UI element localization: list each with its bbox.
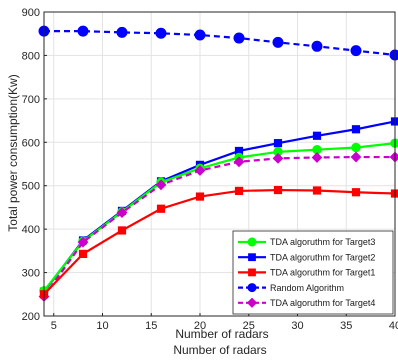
data-point [390, 138, 398, 148]
data-point [194, 29, 206, 41]
data-point [273, 185, 283, 195]
tick-labels: 5 10 15 20 25 30 35 40 200 300 400 500 600 700 800 900 [22, 7, 398, 332]
data-point [78, 249, 88, 258]
data-point [116, 207, 128, 219]
legend-label: TDA algoruthm for Target2 [270, 252, 375, 262]
data-point [273, 139, 283, 148]
data-point [311, 40, 323, 52]
data-point [311, 152, 323, 163]
legend-marker [248, 253, 256, 262]
data-point [312, 186, 322, 195]
plot-frame [43, 11, 396, 317]
legend-marker [246, 297, 258, 308]
y-tick-label: 400 [22, 224, 40, 236]
data-point [195, 192, 205, 201]
series-line [44, 30, 396, 57]
legend-marker [247, 237, 257, 247]
series-line [43, 188, 396, 296]
data-point [272, 36, 284, 48]
data-point [312, 131, 322, 140]
data-point [194, 165, 206, 176]
legend-item: TDA algoruthm for Target4 [238, 297, 375, 308]
y-tick-label: 500 [22, 181, 40, 193]
data-point [350, 45, 362, 57]
legend-label: Random Algorithm [270, 283, 344, 293]
data-point [389, 49, 398, 61]
data-point [351, 125, 361, 134]
x-tick-label: 5 [51, 320, 57, 332]
data-point [156, 204, 166, 213]
y-tick-label: 200 [22, 311, 40, 323]
data-point [116, 26, 128, 38]
data-point [272, 152, 284, 164]
legend-item: TDA algoruthm for Target2 [238, 252, 375, 262]
data-point [77, 25, 89, 37]
legend-item: TDA algoruthm for Target1 [238, 268, 375, 278]
data-point [351, 142, 361, 153]
y-tick-label: 900 [22, 7, 40, 19]
data-point [234, 186, 244, 196]
x-axis-title-repeat: Number of radars [173, 343, 266, 357]
data-point [77, 236, 89, 248]
x-tick-label: 20 [194, 320, 206, 332]
x-tick-label: 15 [145, 320, 157, 332]
data-point [351, 188, 361, 197]
x-tick-label: 35 [340, 320, 352, 332]
series-4 [38, 151, 398, 302]
data-point [350, 151, 362, 163]
series-line [43, 155, 395, 298]
y-tick-label: 700 [22, 94, 40, 106]
y-tick-label: 600 [22, 137, 40, 149]
y-tick-label: 300 [22, 268, 40, 280]
legend-item: Random Algorithm [238, 283, 344, 293]
x-axis-title: Number of radars [175, 327, 268, 341]
legend-marker [247, 283, 257, 293]
x-tick-label: 40 [389, 320, 398, 332]
x-tick-label: 25 [243, 320, 255, 332]
series-3 [38, 25, 398, 61]
data-point [233, 156, 245, 168]
legend: TDA algoruthm for Target3 TDA algoruthm f… [232, 230, 394, 315]
legend-label: TDA algoruthm for Target1 [270, 268, 375, 278]
data-point [155, 27, 167, 39]
x-tick-label: 30 [291, 320, 303, 332]
data-point [155, 179, 167, 191]
legend-label: TDA algoruthm for Target3 [270, 237, 375, 247]
data-point [117, 226, 127, 235]
legend-item: TDA algoruthm for Target3 [238, 237, 375, 247]
legend-label: TDA algoruthm for Target4 [270, 298, 375, 308]
x-tick-label: 10 [96, 320, 108, 332]
legend-marker [248, 268, 256, 277]
y-axis-title: Total power consumption(Kw) [6, 74, 20, 231]
data-point [233, 32, 245, 44]
y-tick-label: 800 [22, 50, 40, 62]
